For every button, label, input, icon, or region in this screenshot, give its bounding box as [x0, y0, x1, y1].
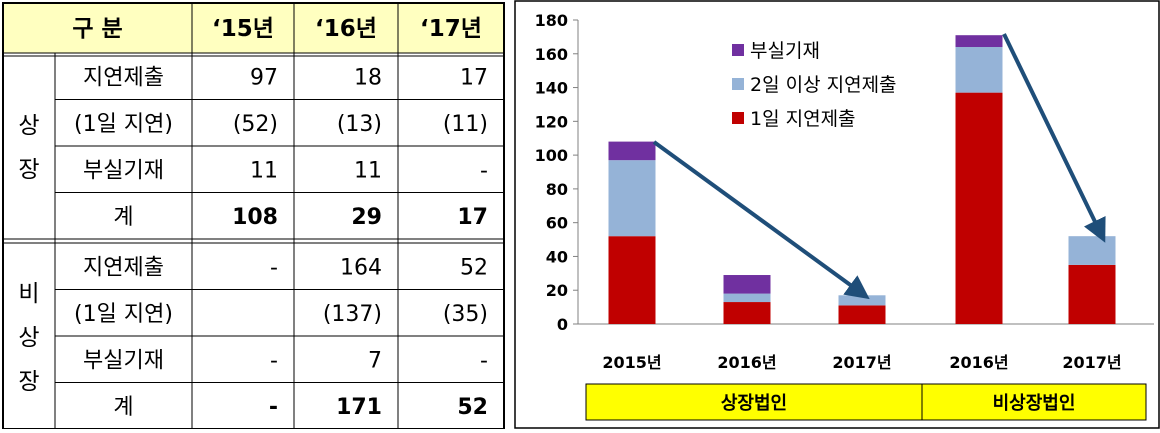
bar-segment-1일-지연제출 — [955, 92, 1003, 324]
y-tick-label: 60 — [546, 214, 568, 233]
table-row-label: 지연제출 — [83, 65, 164, 90]
table-row-label: (1일 지연) — [74, 112, 173, 137]
table-cell-value: 7 — [368, 348, 382, 373]
legend-swatch — [732, 44, 744, 56]
table-group-label: 상 — [18, 113, 39, 139]
table-cell-value: 52 — [457, 395, 488, 420]
table-cell-value: 97 — [250, 65, 278, 90]
table-cell-value: - — [270, 255, 278, 280]
table-cell-value: (11) — [443, 112, 488, 137]
group-label: 상장법인 — [721, 393, 787, 414]
table-row-label: (1일 지연) — [74, 302, 173, 327]
bar-segment-부실기재 — [955, 35, 1003, 48]
bar-segment-2일-이상-지연제출 — [838, 295, 886, 306]
table-cell-value: - — [480, 348, 488, 373]
table-cell-value: 17 — [457, 205, 488, 230]
bar-segment-2일-이상-지연제출 — [723, 293, 771, 303]
bar-segment-부실기재 — [608, 141, 656, 161]
group-label: 비상장법인 — [993, 393, 1076, 414]
y-tick-label: 180 — [535, 11, 568, 30]
table-cell-value: (137) — [323, 302, 382, 327]
table-header-cell: ‘17년 — [420, 16, 482, 42]
table-header-cell: ‘15년 — [212, 16, 274, 42]
y-tick-label: 20 — [546, 281, 568, 300]
table-cell-value: 52 — [460, 255, 488, 280]
table-cell-value: - — [480, 158, 488, 183]
table-group-label: 비 — [18, 281, 39, 307]
table-group-label: 상 — [18, 325, 39, 351]
trend-arrow — [1002, 33, 1106, 243]
bar-segment-1일-지연제출 — [723, 302, 771, 324]
legend-label: 2일 이상 지연제출 — [750, 74, 897, 96]
table-cell-value: 29 — [351, 205, 382, 230]
table-row-label: 계 — [113, 205, 133, 230]
table-row-label: 지연제출 — [83, 255, 164, 280]
table-cell-value: 17 — [460, 65, 488, 90]
table-header-cell: 구 분 — [72, 16, 122, 42]
chart-canvas: 0 20 40 60 80 100 120 140 160 180 2015년 2016년 2017년 2… — [514, 0, 1160, 429]
table-header-bg — [3, 3, 504, 53]
table-row-label: 부실기재 — [83, 348, 164, 373]
table-cell-value: 108 — [232, 205, 278, 230]
y-tick-label: 40 — [546, 247, 568, 266]
table-row-label: 계 — [113, 395, 133, 420]
bar-segment-부실기재 — [723, 275, 771, 294]
bar-segment-1일-지연제출 — [838, 305, 886, 324]
legend-label: 부실기재 — [750, 40, 820, 62]
bar-segment-2일-이상-지연제출 — [1068, 236, 1116, 265]
bar-segment-2일-이상-지연제출 — [608, 160, 656, 237]
stacked-bar-chart: 0 20 40 60 80 100 120 140 160 180 2015년 2016년 2017년 2… — [514, 0, 1160, 429]
y-tick-label: 120 — [535, 112, 568, 131]
x-tick-label: 2017년 — [1062, 353, 1121, 372]
y-tick-label: 0 — [557, 315, 568, 334]
table-row-label: 부실기재 — [83, 158, 164, 183]
bar-segment-1일-지연제출 — [1068, 264, 1116, 324]
legend-swatch — [732, 112, 744, 124]
table-cell-value: 171 — [336, 395, 382, 420]
table-cell-value: 11 — [250, 158, 278, 183]
table-border — [2, 2, 505, 429]
table-header-cell: ‘16년 — [315, 16, 377, 42]
y-tick-label: 80 — [546, 180, 568, 199]
table-cell-value: 164 — [340, 255, 382, 280]
table-cell-value: (52) — [233, 112, 278, 137]
trend-arrow — [652, 140, 870, 300]
y-tick-label: 160 — [535, 45, 568, 64]
y-tick-label: 140 — [535, 79, 568, 98]
legend-swatch — [732, 78, 744, 90]
table-group-label: 장 — [18, 157, 39, 183]
bar-segment-2일-이상-지연제출 — [955, 47, 1003, 93]
table-cell-value: (13) — [337, 112, 382, 137]
x-tick-label: 2017년 — [832, 353, 891, 372]
x-tick-label: 2016년 — [949, 353, 1008, 372]
table-group-label: 장 — [18, 369, 39, 395]
table-cell-value: 11 — [354, 158, 382, 183]
y-tick-label: 100 — [535, 146, 568, 165]
legend-label: 1일 지연제출 — [750, 108, 856, 130]
x-tick-label: 2015년 — [602, 353, 661, 372]
group-label-box — [921, 383, 1147, 421]
table-cell-value: 18 — [354, 65, 382, 90]
table-cell-value: - — [270, 348, 278, 373]
table-cell-value: - — [269, 395, 278, 420]
bar-segment-1일-지연제출 — [608, 236, 656, 324]
table-cell-value: (35) — [443, 302, 488, 327]
x-tick-label: 2016년 — [717, 353, 776, 372]
